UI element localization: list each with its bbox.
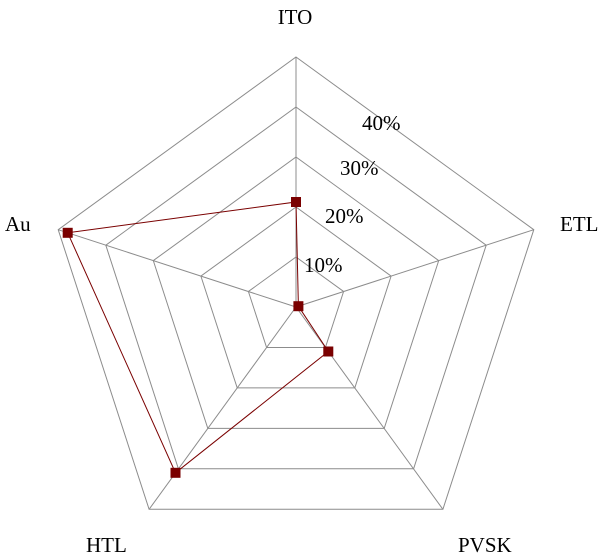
series-layer: [62, 197, 334, 478]
grid-ring-20: [200, 206, 392, 389]
tick-label-30: 30%: [340, 156, 379, 180]
data-point-pvsk: [323, 346, 334, 357]
grid-ring-10: [247, 256, 345, 348]
tick-label-10: 10%: [304, 253, 343, 277]
axis-label-ito: ITO: [278, 5, 313, 29]
axis-label-htl: HTL: [86, 533, 127, 557]
grid-ring-30: [152, 156, 440, 429]
grid-ring-50: [57, 56, 535, 510]
tick-label-40: 40%: [362, 111, 401, 135]
radial-tick-labels: 10% 20% 30% 40%: [304, 111, 401, 277]
axis-label-au: Au: [5, 212, 31, 236]
tick-label-20: 20%: [325, 204, 364, 228]
axis-labels: ITO ETL PVSK HTL Au: [5, 5, 598, 557]
axis-label-etl: ETL: [560, 212, 598, 236]
series-0-line: [66, 201, 329, 474]
spoke-pvsk: [295, 306, 444, 510]
data-point-ito: [291, 197, 301, 207]
grid-ring-40: [105, 106, 487, 470]
data-point-etl: [293, 301, 304, 312]
data-point-au: [62, 227, 73, 238]
spoke-etl: [295, 229, 534, 308]
spoke-htl: [148, 306, 297, 510]
data-point-htl: [170, 467, 181, 478]
axis-label-pvsk: PVSK: [458, 533, 512, 557]
radar-grid: [57, 56, 535, 510]
spoke-au: [58, 229, 297, 308]
